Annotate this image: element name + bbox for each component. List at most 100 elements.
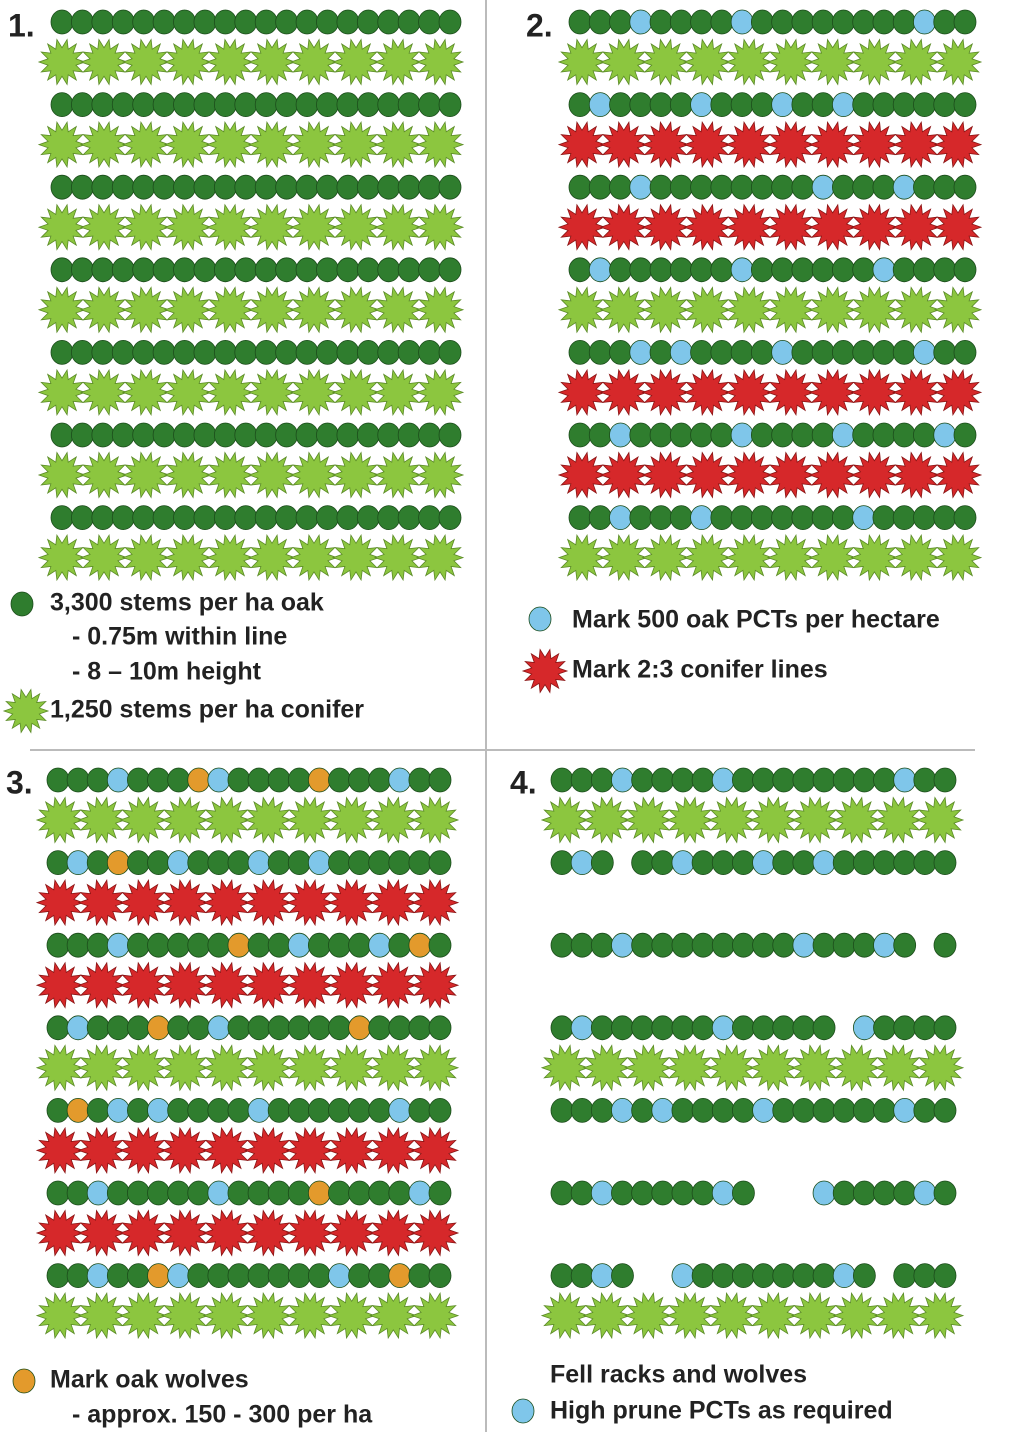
panel-number: 3.	[6, 764, 33, 800]
tree-oak	[388, 1263, 412, 1288]
tree-conifer	[373, 451, 423, 499]
tree-oak	[368, 932, 392, 958]
tree-oak	[752, 1098, 775, 1123]
tree-oak	[611, 1263, 634, 1288]
tree-oak	[590, 850, 614, 875]
tree-oak	[356, 505, 380, 530]
tree-conifer	[410, 1292, 460, 1340]
tree-conifer	[915, 796, 965, 844]
tree-oak	[388, 1098, 412, 1123]
tree-conifer	[373, 38, 423, 86]
tree-oak	[397, 505, 421, 530]
tree-oak	[187, 932, 211, 958]
panel-number: 1.	[8, 7, 35, 43]
tree-oak	[631, 767, 655, 793]
tree-oak	[173, 92, 196, 117]
tree-oak	[147, 1098, 170, 1123]
tree-conifer	[121, 121, 171, 169]
tree-conifer	[850, 121, 899, 169]
tree-oak	[328, 1015, 351, 1041]
tree-oak	[852, 850, 876, 875]
tree-oak	[247, 850, 271, 875]
tree-oak	[213, 9, 237, 35]
tree-conifer	[285, 961, 335, 1009]
tree-oak	[428, 850, 452, 875]
tree-oak	[86, 1263, 110, 1288]
tree-oak	[193, 257, 217, 283]
tree-oak	[377, 257, 401, 283]
tree-oak	[348, 850, 371, 875]
tree-oak	[167, 932, 191, 958]
tree-conifer	[790, 1044, 840, 1092]
tree-oak	[832, 9, 855, 35]
tree-oak	[629, 92, 653, 117]
tree-oak	[127, 1098, 150, 1123]
tree-conifer	[289, 451, 339, 499]
tree-oak	[933, 850, 957, 875]
tree-oak	[247, 767, 271, 793]
tree-oak	[408, 1263, 432, 1288]
tree-oak	[771, 339, 795, 365]
tree-conifer	[410, 961, 460, 1009]
tree-conifer	[790, 796, 840, 844]
tree-conifer	[749, 1044, 798, 1092]
tree-oak	[295, 174, 319, 200]
tree-conifer	[331, 451, 381, 499]
tree-conifer	[369, 1292, 418, 1340]
tree-oak	[629, 174, 653, 200]
tree-conifer	[808, 534, 857, 582]
tree-oak	[732, 1098, 755, 1123]
tree-oak	[811, 174, 835, 200]
tree-oak	[132, 257, 156, 283]
tree-conifer	[557, 451, 607, 499]
tree-oak	[732, 932, 755, 958]
tree-oak	[254, 422, 278, 448]
tree-conifer	[244, 1044, 293, 1092]
tree-oak	[792, 932, 816, 958]
tree-oak	[811, 505, 835, 530]
tree-oak	[570, 767, 594, 793]
tree-oak	[913, 174, 936, 200]
tree-conifer	[369, 1209, 418, 1257]
tree-conifer	[724, 534, 774, 582]
tree-oak	[953, 257, 977, 283]
tree-oak	[752, 1015, 775, 1041]
tree-oak	[91, 174, 115, 200]
tree-oak	[671, 767, 695, 793]
tree-oak	[368, 1098, 392, 1123]
tree-oak	[388, 850, 412, 875]
tree-conifer	[599, 451, 649, 499]
tree-conifer	[331, 534, 381, 582]
tree-oak	[111, 174, 135, 200]
tree-oak	[812, 1263, 836, 1288]
tree-oak	[832, 767, 856, 793]
tree-oak	[187, 767, 211, 793]
tree-conifer	[205, 121, 255, 169]
tree-oak	[86, 767, 110, 793]
panel-number: 4.	[510, 764, 537, 800]
tree-oak	[167, 1180, 191, 1206]
tree-conifer	[121, 534, 171, 582]
tree-oak	[570, 1263, 594, 1288]
tree-oak	[892, 92, 916, 117]
tree-oak	[852, 92, 876, 117]
tree-oak	[254, 9, 278, 35]
tree-oak	[207, 1015, 231, 1041]
tree-oak	[428, 932, 452, 958]
tree-oak	[71, 257, 94, 283]
tree-oak	[811, 422, 835, 448]
tree-oak	[913, 9, 936, 35]
tree-oak	[893, 1180, 917, 1206]
tree-oak	[234, 505, 258, 530]
tree-conifer	[933, 451, 983, 499]
tree-oak	[86, 1015, 110, 1041]
panel-number: 2.	[526, 7, 553, 43]
tree-oak	[691, 1098, 715, 1123]
tree-oak	[913, 1098, 937, 1123]
tree-oak	[247, 1015, 271, 1041]
tree-oak	[732, 1180, 755, 1206]
tree-oak	[811, 9, 835, 35]
tree-oak	[267, 767, 291, 793]
tree-conifer	[247, 203, 297, 251]
tree-conifer	[415, 368, 465, 416]
